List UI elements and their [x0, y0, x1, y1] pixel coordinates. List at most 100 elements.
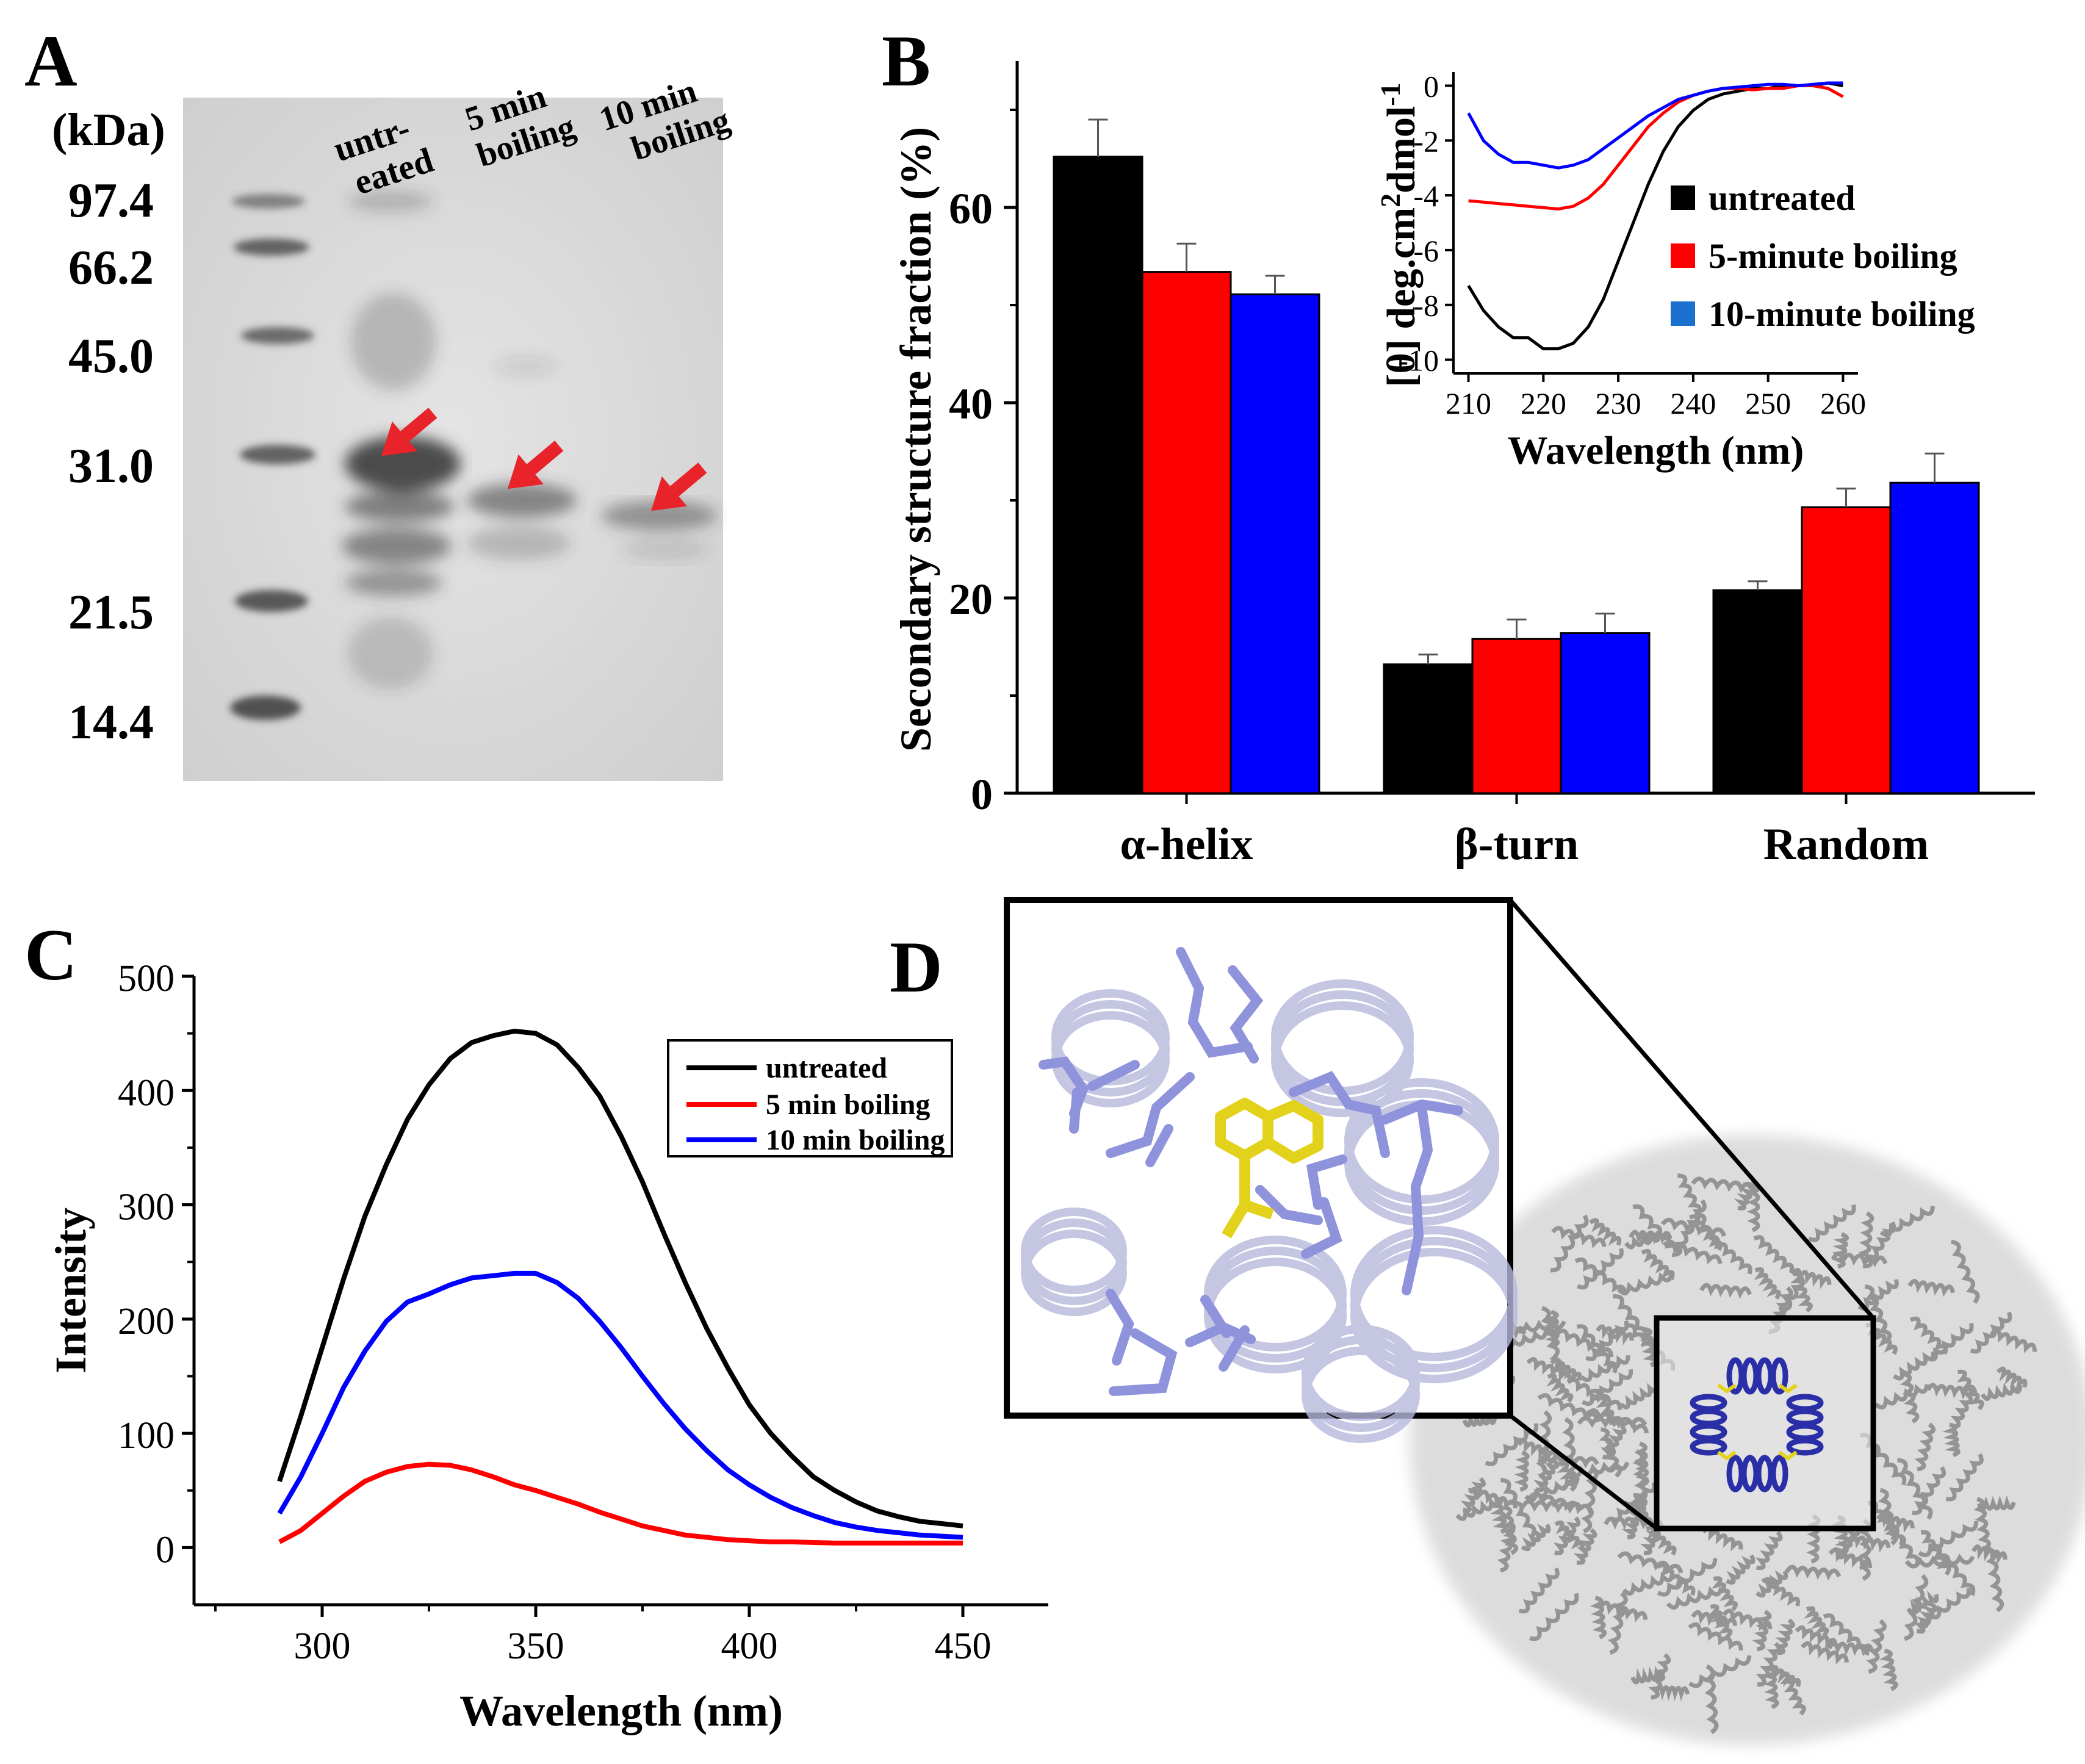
ligand-stick: [1717, 1450, 1737, 1461]
helix-ribbon: [1951, 1239, 1980, 1305]
helix-ribbon: [1945, 1453, 1984, 1502]
helix-ribbon: [1610, 1481, 1657, 1522]
inset-x-tick-label: 260: [1820, 386, 1866, 420]
y-tick-label: 100: [118, 1415, 175, 1456]
x-category-label: β-turn: [1455, 819, 1579, 869]
y-tick-label: 200: [118, 1301, 175, 1342]
y-tick-label: 400: [118, 1072, 175, 1114]
ligand-tryptophan: [1215, 1098, 1323, 1239]
helix-ribbon: [1460, 1477, 1486, 1513]
helix-ribbon: [1517, 1438, 1558, 1462]
ribbon-background: [1021, 979, 1518, 1443]
bar: [1889, 481, 1980, 794]
gel-image: [183, 98, 723, 781]
helix-ribbon: [1489, 1497, 1508, 1535]
helix-ribbon: [1907, 1279, 1956, 1297]
helix-ribbon: [1864, 1284, 1892, 1344]
y-axis-title: Secondary structure fraction (%): [891, 127, 940, 752]
panel-b-label: B: [882, 20, 931, 101]
ligand-stick: [1778, 1383, 1798, 1394]
helix-ribbon: [1859, 1519, 1872, 1581]
helix-ribbon: [1754, 1267, 1781, 1300]
helix-ribbon: [1893, 1351, 1936, 1381]
helix-ribbon: [1622, 1571, 1675, 1596]
helix-ribbon: [1779, 1671, 1806, 1716]
helix-ribbon: [1654, 1685, 1690, 1702]
helix-ribbon: [1585, 1408, 1649, 1434]
fluorescence-line-chart: 0 100 200 300 400 500 300 350 400 450 Wavelength (…: [46, 958, 1048, 1735]
helix-ribbon: [1590, 1596, 1607, 1640]
ribbon-coil: [1350, 1248, 1518, 1383]
helix-ribbon: [1904, 1553, 1975, 1569]
helix-ribbon: [1632, 1449, 1648, 1510]
helix-ribbon: [1632, 1204, 1680, 1256]
ribbon-coil: [1204, 1258, 1347, 1373]
marker-label: 45.0: [68, 329, 154, 383]
helix-ribbon: [1918, 1521, 1979, 1557]
helix-ribbon: [1485, 1423, 1539, 1466]
helix-ribbon: [1555, 1328, 1614, 1358]
helix-ribbon: [1550, 1358, 1582, 1383]
helix-ribbon: [1703, 1664, 1719, 1735]
panel-c: C 0 100 200 300 400 500 300 350 400 450 Wavelength…: [24, 914, 1048, 1735]
inset-y-axis-title: [θ] deg.cm2dmol-1: [1375, 82, 1424, 387]
helix-ribbon: [1762, 1666, 1779, 1710]
helix-ribbon: [1970, 1311, 2012, 1354]
helix-ribbon: [1930, 1543, 1976, 1596]
helix-ribbon: [1989, 1328, 2037, 1353]
residue-stick: [1087, 1060, 1140, 1091]
helix-ribbon: [1904, 1574, 1929, 1641]
legend-label: 5 min boiling: [766, 1089, 930, 1121]
helix-ribbon: [1866, 1619, 1887, 1674]
residue-stick: [1289, 1071, 1390, 1158]
helix-ribbon: [1688, 1622, 1743, 1651]
helix-ribbon: [1807, 1204, 1856, 1242]
residue-stick: [1069, 1087, 1082, 1134]
y-tick-label: 300: [118, 1187, 175, 1228]
helix-ribbon: [1462, 1409, 1497, 1428]
x-tick-label: 400: [721, 1625, 778, 1667]
helix-ribbon: [1514, 1450, 1530, 1492]
helix-ribbon: [1656, 1563, 1696, 1596]
helix-ribbon: [1573, 1528, 1597, 1565]
helix-ribbon: [1761, 1577, 1801, 1607]
helix-ribbon: [1691, 1610, 1738, 1630]
helix-ribbon: [1639, 1327, 1658, 1367]
y-tick-label: 0: [156, 1529, 175, 1571]
inset-y-tick-label: -4: [1413, 179, 1439, 213]
bar: [1801, 506, 1892, 794]
x-axis-title: Wavelength (nm): [459, 1687, 783, 1735]
helix-ribbon: [1981, 1381, 2023, 1402]
inset-x-tick-label: 250: [1745, 386, 1791, 420]
helix-ribbon: [1795, 1625, 1838, 1649]
helix-ribbon: [1756, 1570, 1788, 1598]
helix-ribbon: [1589, 1218, 1622, 1246]
helix-ribbon: [1879, 1206, 1935, 1237]
helix-ribbon: [1677, 1173, 1707, 1226]
inset-y-title-part: [θ] deg.cm: [1379, 207, 1424, 387]
residue-stick: [1145, 1124, 1173, 1167]
helix-ribbon: [1752, 1610, 1772, 1652]
residue-stick: [1109, 1328, 1178, 1396]
y-tick-label: 0: [971, 770, 993, 819]
helix-ribbon: [1660, 1217, 1726, 1238]
legend-label: untreated: [766, 1052, 887, 1084]
helix-ribbon: [1630, 1665, 1665, 1685]
zoom-connector-line: [1508, 1414, 1658, 1530]
y-tick-label: 500: [118, 958, 175, 999]
helix-ribbon: [1546, 1373, 1574, 1403]
marker-label: 31.0: [68, 439, 154, 493]
helix-ribbon: [1879, 1649, 1898, 1691]
helix-ribbon: [1785, 1564, 1842, 1581]
legend-box: [667, 1039, 953, 1157]
residue-stick: [1176, 947, 1253, 1058]
helix-ribbon: [1551, 1226, 1607, 1248]
helix-ribbon: [1701, 1526, 1743, 1552]
coil-helix: [1770, 1455, 1788, 1492]
helix-ribbon: [1497, 1520, 1516, 1573]
helix-ribbon: [1957, 1369, 1984, 1411]
helix-ribbon: [1831, 1232, 1849, 1269]
helix-ribbon: [1858, 1211, 1874, 1265]
helix-ribbon: [1455, 1497, 1502, 1521]
